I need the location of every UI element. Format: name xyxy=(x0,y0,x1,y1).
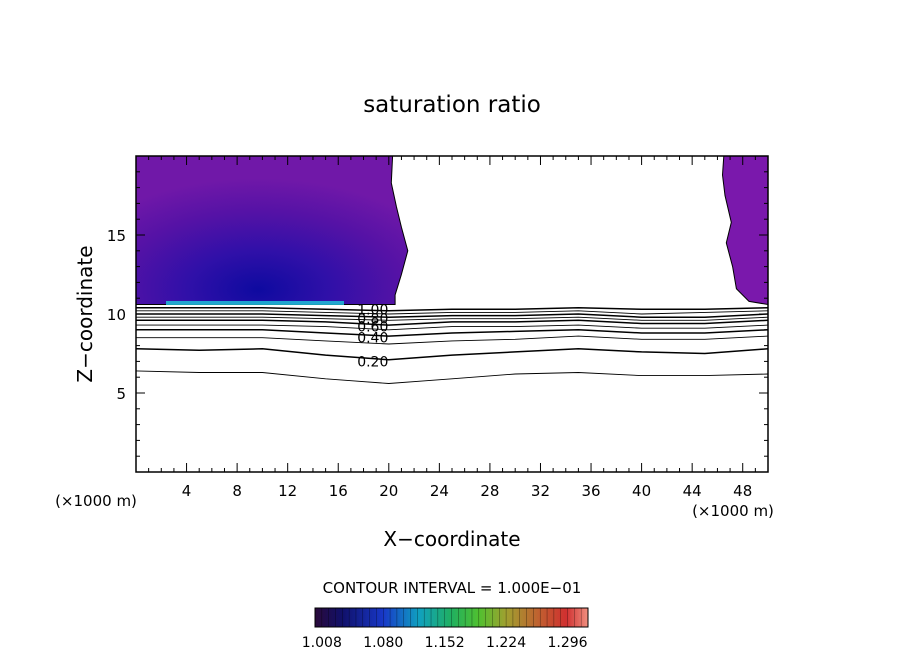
x-tick-label: 20 xyxy=(379,482,398,500)
contour-line-0.8 xyxy=(136,313,768,318)
contour-label: 0.40 xyxy=(357,331,388,347)
colorbar-frame xyxy=(314,607,589,628)
colorbar-tick-label: 1.008 xyxy=(302,635,342,651)
colorbar-tick-label: 1.224 xyxy=(486,635,526,651)
contour-line-0.3 xyxy=(136,335,768,345)
contour-line-0.1 xyxy=(136,370,768,384)
chart-title: saturation ratio xyxy=(363,92,541,118)
contour-label: 0.60 xyxy=(357,320,388,336)
contour-label: 0.20 xyxy=(357,354,388,370)
contour-line-0.6 xyxy=(136,319,768,326)
y-tick-label: 5 xyxy=(116,385,126,403)
y-axis: 5 10 15 xyxy=(107,171,768,457)
colorbar: 1.008 1.080 1.152 1.224 1.296 xyxy=(302,607,589,651)
x-tick-label: 36 xyxy=(581,482,600,500)
x-tick-label: 44 xyxy=(683,482,702,500)
y-tick-label: 10 xyxy=(107,306,126,324)
x-tick-label: 8 xyxy=(232,482,242,500)
contour-line-1 xyxy=(136,306,768,312)
x-tick-label: 40 xyxy=(632,482,651,500)
contour-line-0.7 xyxy=(136,316,768,321)
contour-labels: 1.000.800.600.40 0.20 xyxy=(357,302,388,370)
region-right xyxy=(721,156,768,306)
x-tick-label: 16 xyxy=(329,482,348,500)
x-tick-label: 48 xyxy=(733,482,752,500)
x-tick-label: 32 xyxy=(531,482,550,500)
x-axis-label: X−coordinate xyxy=(383,527,520,551)
contour-line-0.2 xyxy=(136,348,768,361)
y-tick-label: 15 xyxy=(107,227,126,245)
x-tick-label: 4 xyxy=(182,482,192,500)
contour-label: 1.00 xyxy=(357,302,388,318)
cyan-band xyxy=(166,301,344,305)
x-unit-left: (×1000 m) xyxy=(55,492,137,510)
contour-line-0.5 xyxy=(136,324,768,331)
contour-label: 0.80 xyxy=(357,312,388,328)
region-left xyxy=(136,156,409,305)
x-tick-label: 24 xyxy=(430,482,449,500)
contour-line-0.9 xyxy=(136,310,768,315)
plot-area xyxy=(136,156,768,384)
contour-interval-label: CONTOUR INTERVAL = 1.000E−01 xyxy=(323,579,582,597)
x-tick-label: 12 xyxy=(278,482,297,500)
contour-line-0.4 xyxy=(136,329,768,337)
x-unit-right: (×1000 m) xyxy=(692,502,774,520)
y-axis-label: Z−coordinate xyxy=(73,245,97,382)
x-tick-label: 28 xyxy=(480,482,499,500)
colorbar-tick-label: 1.080 xyxy=(363,635,403,651)
x-axis: 4 8 12 16 20 24 28 32 36 40 44 48 xyxy=(148,156,756,500)
colorbar-tick-label: 1.152 xyxy=(425,635,465,651)
colorbar-tick-label: 1.296 xyxy=(547,635,587,651)
